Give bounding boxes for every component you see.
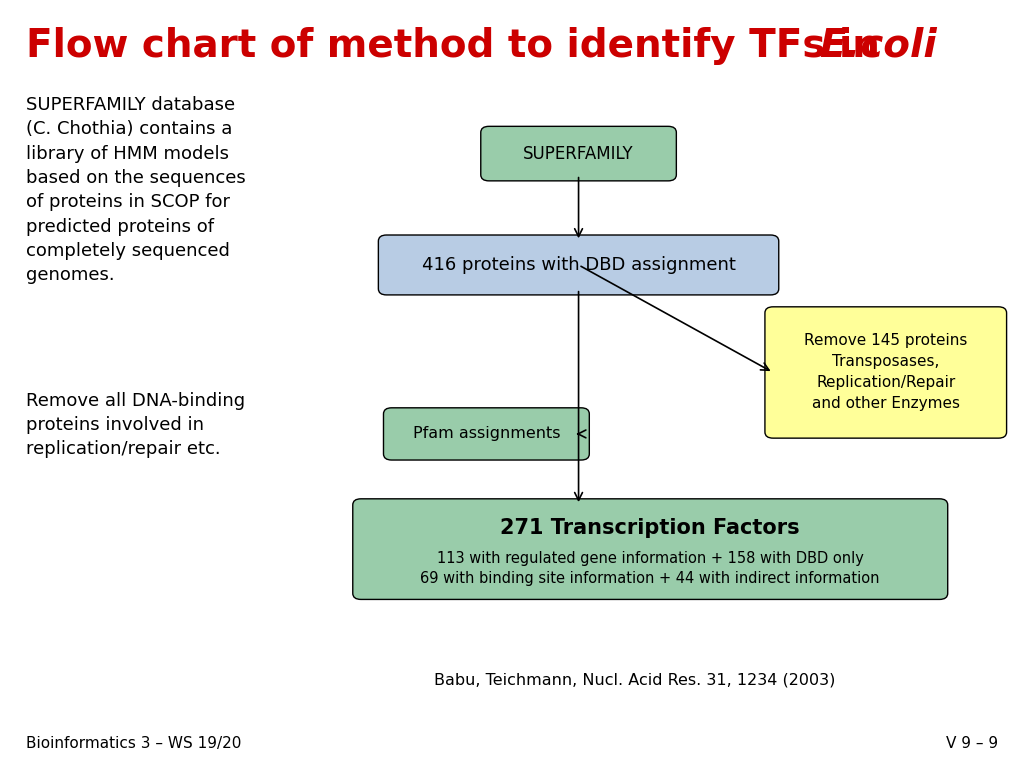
Text: 69 with binding site information + 44 with indirect information: 69 with binding site information + 44 wi… [421, 571, 880, 586]
Text: 271 Transcription Factors: 271 Transcription Factors [501, 518, 800, 538]
Text: Remove 145 proteins
Transposases,
Replication/Repair
and other Enzymes: Remove 145 proteins Transposases, Replic… [804, 333, 968, 412]
FancyBboxPatch shape [378, 235, 778, 295]
Text: Pfam assignments: Pfam assignments [413, 426, 560, 442]
Text: Flow chart of method to identify TFs in: Flow chart of method to identify TFs in [26, 27, 893, 65]
Text: 416 proteins with DBD assignment: 416 proteins with DBD assignment [422, 256, 735, 274]
Text: Babu, Teichmann, Nucl. Acid Res. 31, 1234 (2003): Babu, Teichmann, Nucl. Acid Res. 31, 123… [434, 672, 836, 687]
Text: Bioinformatics 3 – WS 19/20: Bioinformatics 3 – WS 19/20 [26, 736, 241, 751]
FancyBboxPatch shape [352, 499, 948, 600]
Text: SUPERFAMILY database
(C. Chothia) contains a
library of HMM models
based on the : SUPERFAMILY database (C. Chothia) contai… [26, 96, 246, 284]
FancyBboxPatch shape [480, 126, 676, 180]
Text: V 9 – 9: V 9 – 9 [946, 736, 998, 751]
FancyBboxPatch shape [765, 306, 1007, 438]
Text: SUPERFAMILY: SUPERFAMILY [523, 144, 634, 163]
Text: Remove all DNA-binding
proteins involved in
replication/repair etc.: Remove all DNA-binding proteins involved… [26, 392, 245, 458]
FancyBboxPatch shape [383, 408, 589, 460]
Text: 113 with regulated gene information + 158 with DBD only: 113 with regulated gene information + 15… [437, 551, 863, 566]
Text: E.coli: E.coli [819, 27, 937, 65]
